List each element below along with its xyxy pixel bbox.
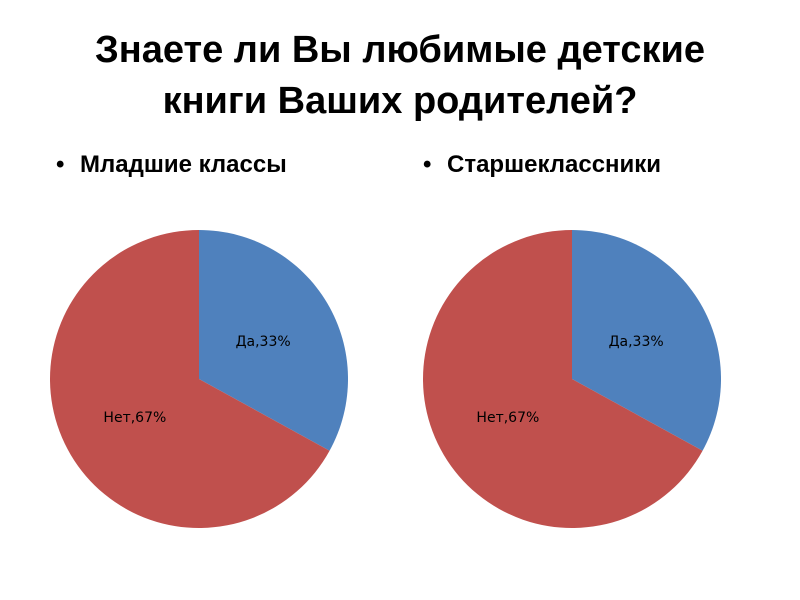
pie-slice — [50, 230, 330, 528]
data-label: Да,33% — [236, 334, 291, 350]
pie-slice — [423, 230, 703, 528]
chart-title: Младшие классы — [80, 151, 287, 178]
data-label: Да,33% — [609, 334, 664, 350]
pie-slice — [199, 230, 349, 451]
bullet: • — [56, 151, 64, 178]
slide-title: книги Ваших родителей? — [163, 80, 638, 122]
data-label: Нет,67% — [103, 410, 166, 426]
slide-title: Знаете ли Вы любимые детские — [95, 29, 705, 71]
data-label: Нет,67% — [476, 410, 539, 426]
bullet: • — [423, 151, 431, 178]
pie-slice — [572, 230, 721, 451]
chart-title: Старшеклассники — [447, 151, 661, 178]
